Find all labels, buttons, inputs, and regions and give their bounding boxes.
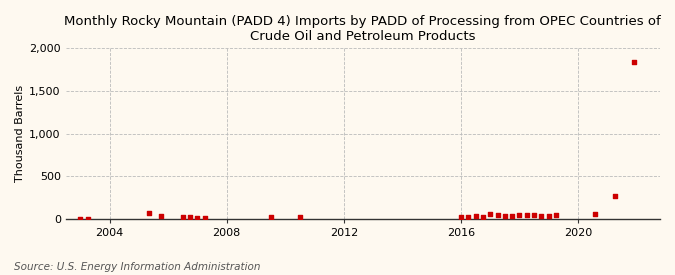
Point [629, 60, 640, 64]
Point [178, 215, 188, 219]
Point [143, 211, 154, 215]
Point [492, 213, 503, 217]
Point [185, 215, 196, 220]
Point [155, 214, 166, 218]
Point [529, 213, 539, 217]
Point [470, 214, 481, 218]
Point [82, 216, 93, 221]
Point [75, 216, 86, 221]
Point [610, 194, 620, 198]
Point [463, 215, 474, 219]
Point [192, 215, 202, 220]
Point [514, 213, 525, 217]
Point [507, 214, 518, 218]
Y-axis label: Thousand Barrels: Thousand Barrels [15, 85, 25, 182]
Point [589, 212, 600, 216]
Point [521, 213, 532, 217]
Point [485, 212, 495, 216]
Point [199, 216, 210, 220]
Point [536, 213, 547, 218]
Point [265, 215, 276, 220]
Point [456, 215, 466, 219]
Point [294, 215, 305, 220]
Point [500, 213, 510, 218]
Point [477, 214, 488, 219]
Title: Monthly Rocky Mountain (PADD 4) Imports by PADD of Processing from OPEC Countrie: Monthly Rocky Mountain (PADD 4) Imports … [64, 15, 662, 43]
Point [543, 213, 554, 218]
Text: Source: U.S. Energy Information Administration: Source: U.S. Energy Information Administ… [14, 262, 260, 272]
Point [551, 213, 562, 217]
